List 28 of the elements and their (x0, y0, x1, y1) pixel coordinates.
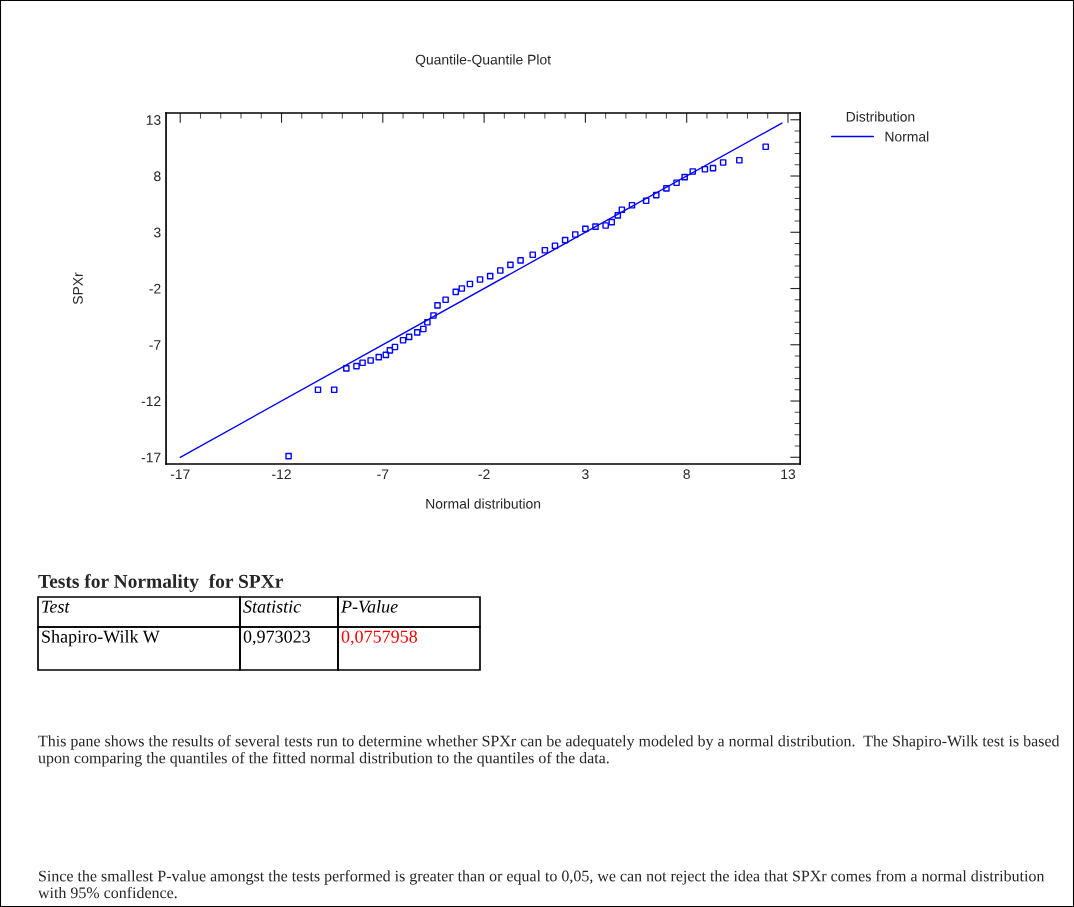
x-tick-label: 3 (582, 469, 589, 480)
text: 0,0757958 (341, 630, 418, 646)
text: This pane shows the results of several tests run to determine whether SPXr can be adequately modeled by a normal distribution. The Shapiro-Wilk test is based upon comparing the quantiles of the fitted normal distribution to the quantiles of the data. (38, 735, 1060, 767)
y-tick-label: 3 (153, 227, 161, 238)
text: 0,973023 (243, 630, 310, 646)
chart-title: Quantile-Quantile Plot (415, 54, 551, 68)
text: Since the smallest P-value amongst the tests performed is greater than or equal to 0,05, we can not reject the idea that SPXr comes from a normal distribution with 95% confidence. (38, 870, 1045, 899)
x-tick-label: -12 (272, 469, 291, 479)
x-tick-label: -17 (170, 469, 190, 479)
y-axis-title: SPXr (72, 272, 83, 305)
legend-title: Distribution (846, 111, 915, 122)
text: P-Value (340, 600, 398, 613)
x-tick-label: 8 (683, 469, 690, 480)
y-tick-label: 13 (146, 115, 161, 125)
y-tick-label: -2 (149, 283, 161, 294)
y-tick-label: -7 (149, 340, 161, 350)
x-axis-title: Normal distribution (426, 498, 541, 509)
y-tick-label: -17 (141, 452, 161, 463)
x-tick-label: -7 (377, 469, 389, 479)
y-tick-label: -12 (141, 396, 161, 407)
text: Tests for Normality for SPXr (38, 574, 283, 592)
y-tick-label: 8 (154, 171, 161, 182)
text: Test (42, 600, 70, 613)
legend-label: Normal (885, 131, 929, 142)
x-tick-label: -2 (478, 469, 490, 479)
x-tick-label: 13 (781, 469, 796, 480)
text: Statistic (243, 600, 301, 613)
text: Shapiro-Wilk W (42, 630, 160, 647)
